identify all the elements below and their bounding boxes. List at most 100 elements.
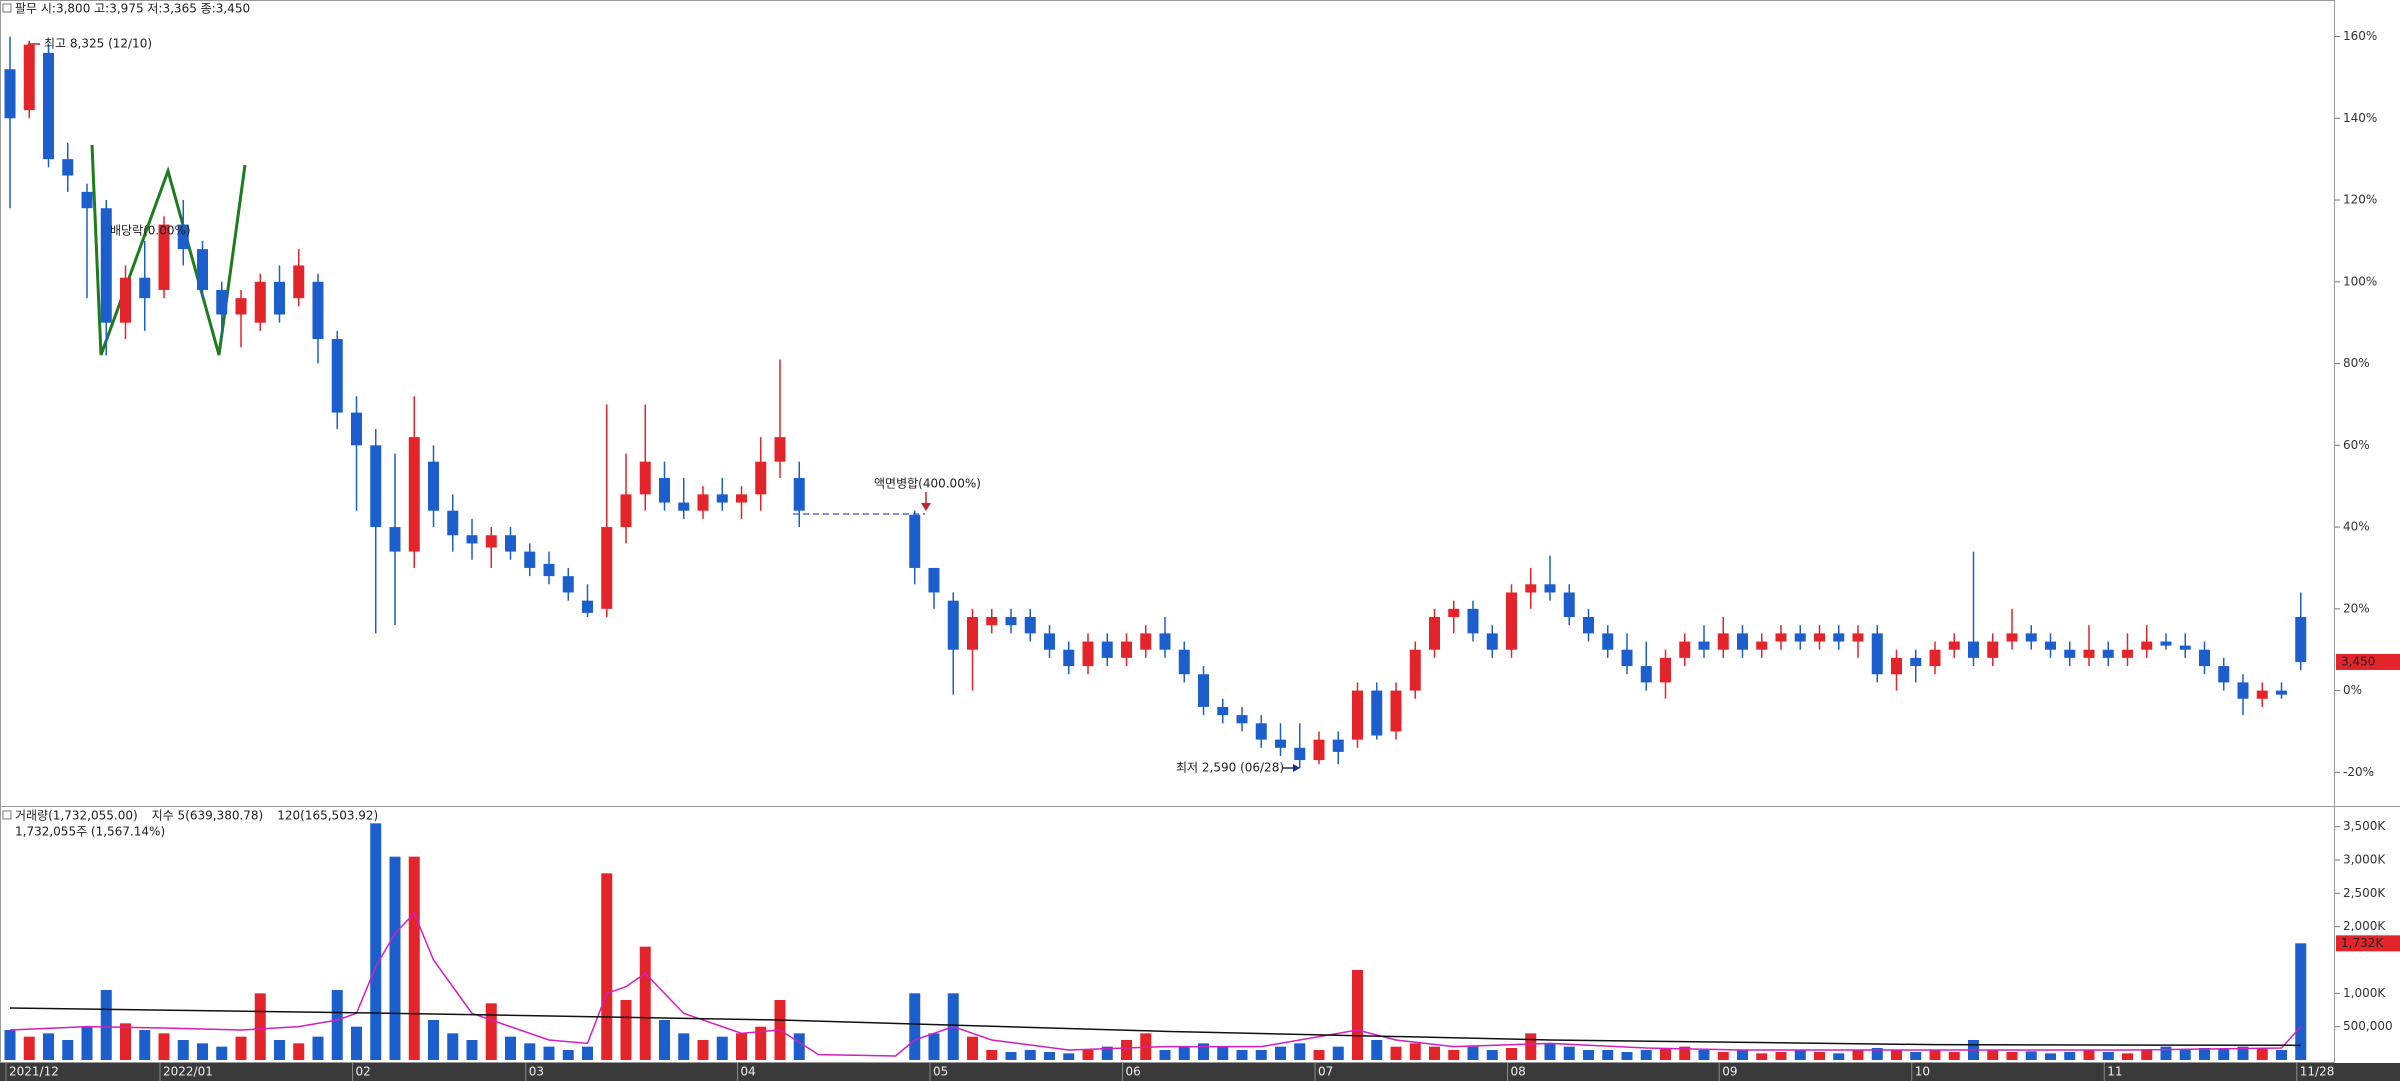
- candle-body: [543, 563, 555, 577]
- checkbox-icon[interactable]: [2, 810, 12, 820]
- y-tick-label: 120%: [2343, 193, 2377, 207]
- candle-body: [1044, 633, 1055, 650]
- candle-body: [466, 535, 478, 544]
- volume-bar: [1640, 1050, 1652, 1060]
- y-tick-label: 140%: [2343, 111, 2377, 125]
- candle-body: [1814, 633, 1825, 642]
- x-tick-label: 02: [356, 1065, 371, 1079]
- volume-bar: [254, 993, 266, 1060]
- candle-body: [2102, 649, 2114, 658]
- volume-bar: [331, 990, 343, 1060]
- volume-bar: [1159, 1050, 1171, 1060]
- volume-bar: [1198, 1043, 1209, 1060]
- volume-bar: [2122, 1053, 2133, 1060]
- y-tick-label: 3,000K: [2343, 853, 2386, 867]
- volume-bar: [1371, 1040, 1383, 1060]
- x-tick-label: 09: [1722, 1065, 1737, 1079]
- candle-body: [1121, 641, 1132, 658]
- volume-bar: [967, 1036, 978, 1060]
- volume-bar: [1024, 1050, 1036, 1060]
- y-tick-label: 2,000K: [2343, 919, 2386, 933]
- candle-body: [1621, 649, 1633, 667]
- candle-body: [909, 514, 921, 568]
- candle-body: [158, 224, 170, 290]
- volume-bar: [1756, 1053, 1768, 1060]
- candle-body: [1082, 641, 1094, 667]
- volume-bar: [986, 1050, 998, 1060]
- volume-bar: [1448, 1050, 1460, 1060]
- volume-bar: [1814, 1052, 1825, 1060]
- volume-bar: [23, 1036, 35, 1060]
- annotation-arrow: [921, 503, 931, 511]
- x-tick-label: 2022/01: [163, 1065, 213, 1079]
- volume-bar: [62, 1040, 74, 1060]
- volume-bar: [1737, 1050, 1748, 1060]
- candle-body: [1929, 649, 1941, 667]
- candle-body: [601, 527, 613, 609]
- candle-body: [1332, 739, 1344, 752]
- volume-bar: [1217, 1046, 1229, 1060]
- volume-bar: [1467, 1046, 1479, 1060]
- candle-body: [1352, 690, 1363, 740]
- volume-bar: [697, 1040, 709, 1060]
- candle-body: [1313, 739, 1325, 761]
- volume-bar: [639, 946, 651, 1060]
- volume-bar: [1852, 1050, 1864, 1060]
- x-tick-label: 11: [2107, 1065, 2122, 1079]
- volume-subtitle: 1,732,055주 (1,567.14%): [15, 825, 165, 839]
- volume-bar: [447, 1033, 459, 1060]
- candle-body: [331, 339, 343, 413]
- candle-body: [1063, 649, 1075, 667]
- volume-bar: [1679, 1046, 1691, 1060]
- annotation: 배당락(0.00%): [110, 224, 191, 238]
- candle-body: [1794, 633, 1806, 642]
- candle-body: [736, 494, 747, 503]
- candle-body: [2276, 690, 2287, 695]
- candle-body: [1852, 633, 1864, 642]
- volume-bar: [1390, 1046, 1402, 1060]
- candle-body: [1217, 706, 1229, 716]
- annotation: 액면병합(400.00%): [874, 477, 981, 491]
- volume-bar: [428, 1020, 439, 1060]
- candle-body: [947, 600, 959, 650]
- volume-bar: [351, 1026, 362, 1060]
- candle-body: [1833, 633, 1845, 642]
- y-tick-label: 160%: [2343, 29, 2377, 43]
- volume-bar: [1602, 1050, 1614, 1060]
- candle-body: [986, 617, 998, 626]
- candle-body: [1968, 641, 1979, 658]
- candle-body: [1602, 633, 1614, 650]
- candle-body: [562, 576, 574, 593]
- volume-bar: [1833, 1053, 1845, 1060]
- candle-body: [505, 535, 516, 552]
- volume-bar: [1178, 1046, 1190, 1060]
- candle-body: [967, 617, 978, 650]
- x-tick-label: 03: [529, 1065, 544, 1079]
- volume-bar: [793, 1033, 805, 1060]
- price-tag-label: 3,450: [2341, 654, 2375, 668]
- volume-bar: [466, 1040, 478, 1060]
- volume-bar: [1005, 1052, 1017, 1060]
- candle-body: [1294, 747, 1306, 761]
- candle-body: [716, 494, 728, 503]
- volume-bar: [2083, 1050, 2095, 1060]
- volume-bar: [755, 1026, 767, 1060]
- candle-body: [2295, 617, 2307, 662]
- volume-bar: [2218, 1049, 2230, 1060]
- volume-bar: [2179, 1050, 2191, 1060]
- candle-body: [620, 494, 632, 528]
- candle-body: [2218, 666, 2230, 683]
- y-tick-label: 80%: [2343, 356, 2370, 370]
- candle-body: [2199, 649, 2210, 667]
- candle-body: [1948, 641, 1960, 650]
- legend-entry: 120(165,503.92): [277, 809, 378, 823]
- candle-body: [1871, 633, 1883, 675]
- y-tick-label: 20%: [2343, 601, 2370, 615]
- candle-body: [2045, 641, 2056, 650]
- candle-body: [1910, 657, 1922, 667]
- candle-body: [100, 208, 112, 323]
- candle-body: [43, 52, 54, 160]
- candle-body: [1525, 584, 1537, 593]
- candle-body: [1448, 608, 1460, 618]
- checkbox-icon[interactable]: [2, 3, 12, 13]
